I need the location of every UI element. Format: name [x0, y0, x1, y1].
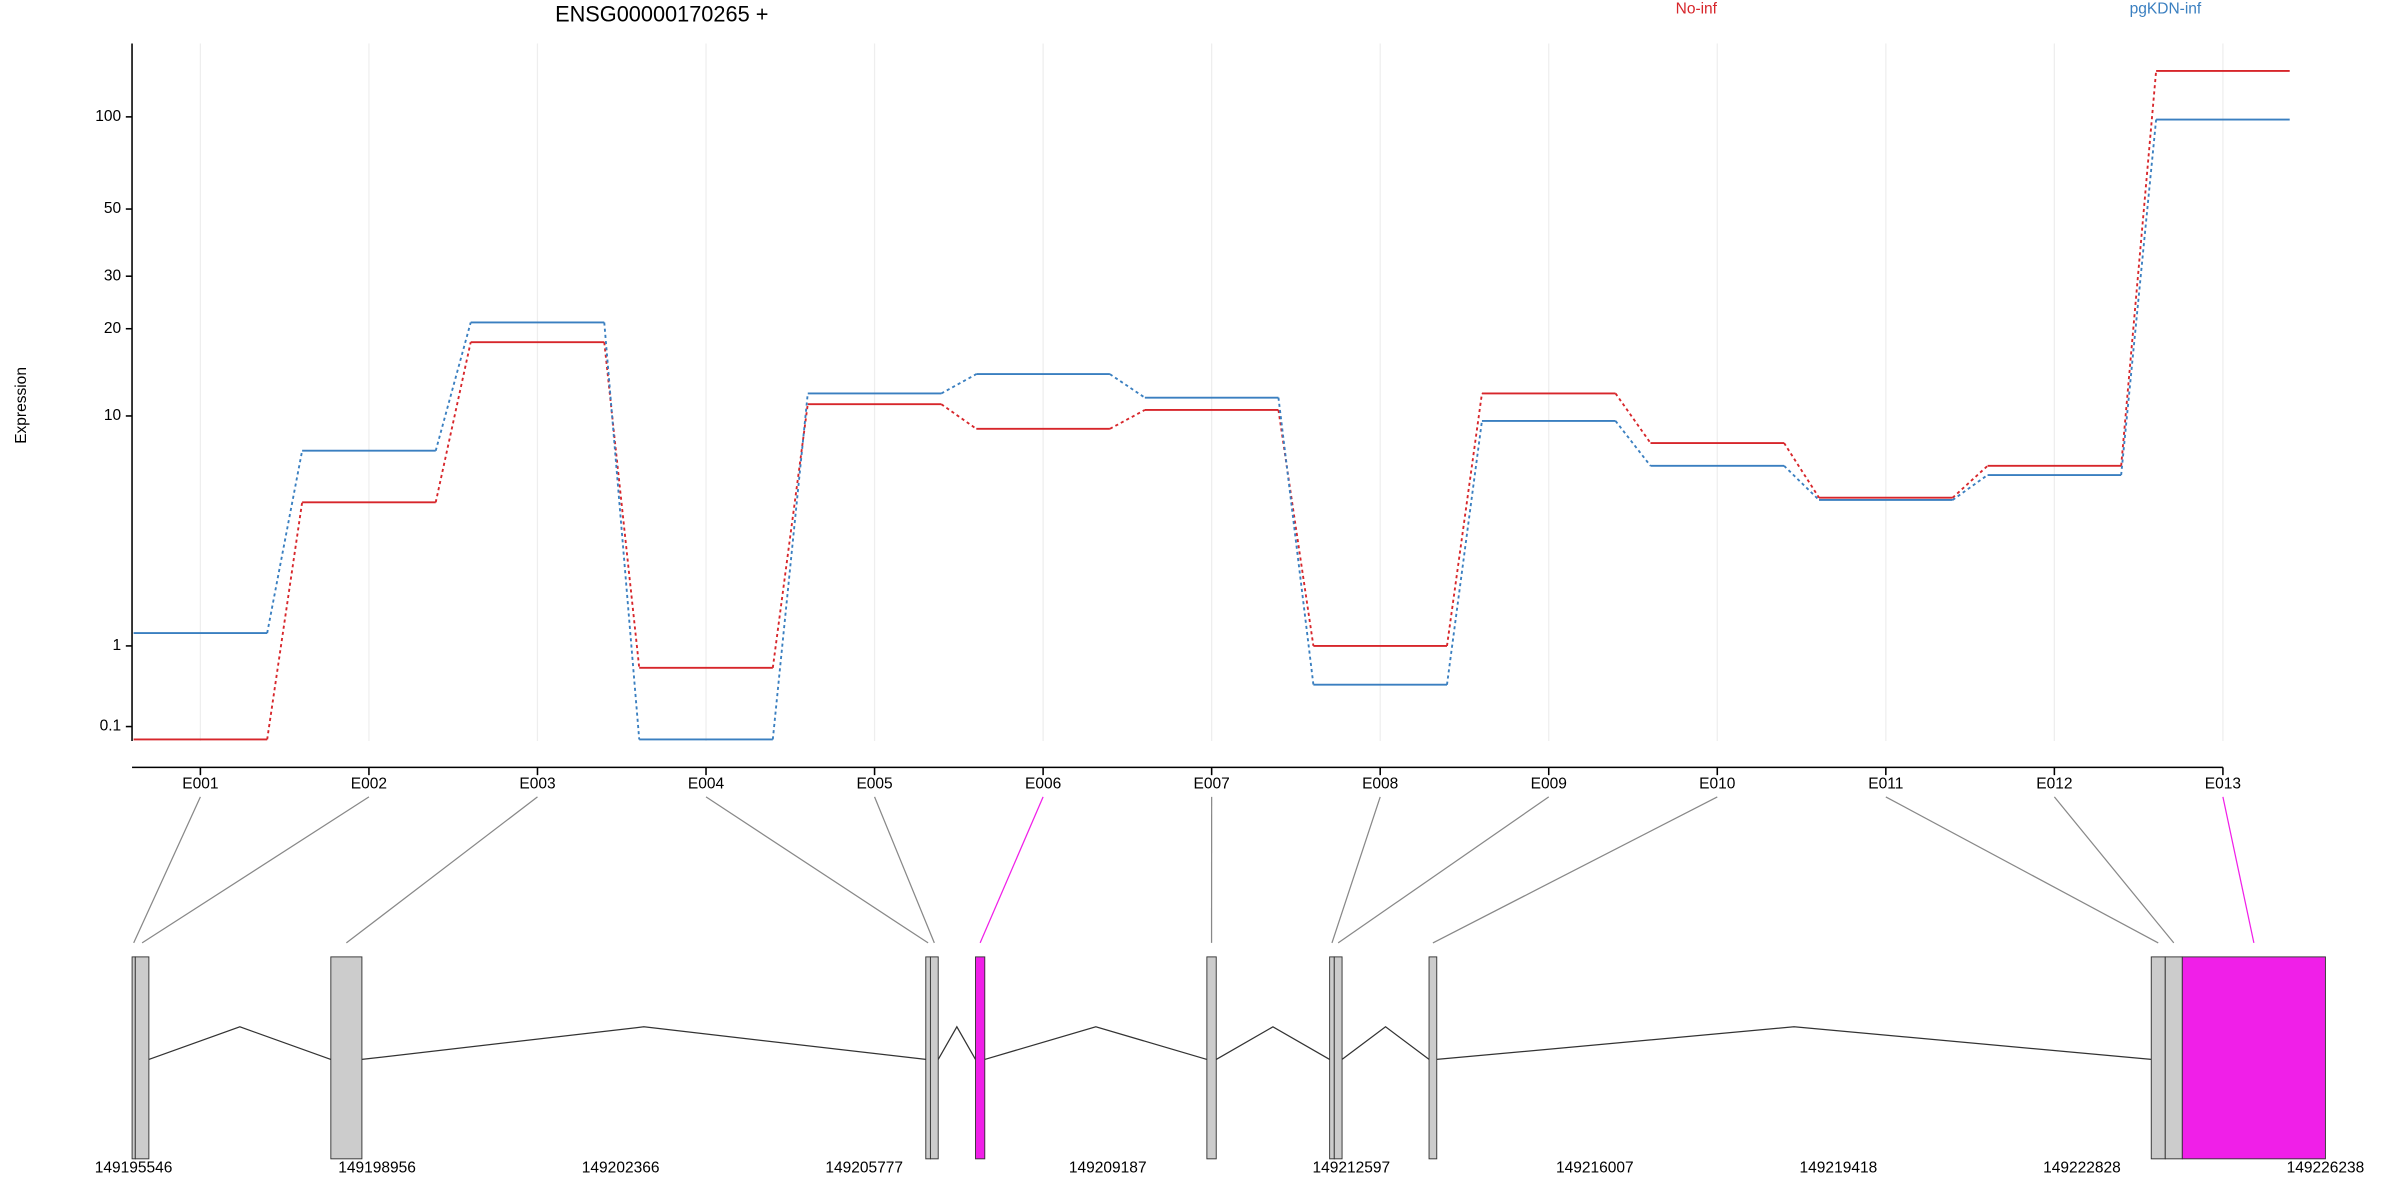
- exon-connector: [1331, 796, 1381, 944]
- step-connector: [1614, 392, 1652, 444]
- step-connector: [1952, 474, 1989, 501]
- step-connector: [940, 403, 977, 430]
- step-connector: [1783, 442, 1820, 499]
- genomic-tick-label: 149202366: [582, 1159, 660, 1176]
- exon: [1329, 956, 1335, 1160]
- step-connector: [940, 373, 977, 395]
- step-connector: [1446, 393, 1483, 647]
- exon-connector: [705, 796, 929, 944]
- x-tick-label: E011: [1868, 776, 1903, 793]
- step-connector: [603, 322, 641, 740]
- intron: [1215, 1026, 1330, 1060]
- step-connector: [1783, 465, 1820, 501]
- exon: [929, 956, 939, 1160]
- intron: [937, 1025, 977, 1060]
- exon: [2150, 956, 2166, 1160]
- step-connector: [2120, 70, 2158, 466]
- genomic-tick-label: 149222828: [2043, 1159, 2121, 1176]
- y-axis-label: Expression: [13, 367, 30, 444]
- x-tick-label: E008: [1362, 776, 1398, 793]
- genomic-tick-label: 149205777: [825, 1159, 903, 1176]
- exon-connector: [345, 796, 538, 944]
- exon-connector: [1432, 796, 1718, 944]
- step-connector: [1277, 409, 1315, 647]
- exon-connector: [141, 796, 370, 944]
- genomic-tick-label: 149216007: [1556, 1159, 1634, 1176]
- step-connector: [434, 342, 472, 503]
- step-connector: [434, 322, 472, 451]
- x-tick-label: E012: [2036, 776, 2072, 793]
- genomic-tick-label: 149198956: [338, 1159, 416, 1176]
- x-tick-label: E013: [2205, 776, 2241, 793]
- exon: [2181, 956, 2326, 1160]
- exon-connector: [133, 796, 201, 944]
- step-connector: [1951, 465, 1989, 499]
- exon: [330, 956, 363, 1160]
- exon-connector: [2053, 796, 2175, 944]
- x-tick-label: E005: [856, 776, 892, 793]
- step-connector: [603, 342, 641, 668]
- exon: [975, 956, 986, 1160]
- intron: [984, 1026, 1208, 1061]
- genomic-tick-label: 149226238: [2287, 1159, 2365, 1176]
- y-tick-label: 50: [104, 200, 122, 217]
- step-connector: [266, 502, 304, 740]
- y-tick-label: 0.1: [100, 718, 122, 735]
- exon: [134, 956, 150, 1160]
- step-connector: [1614, 420, 1652, 467]
- exon-connector: [2222, 796, 2255, 944]
- step-connector: [1446, 420, 1483, 685]
- y-tick-label: 20: [104, 320, 122, 337]
- legend-entry: pgKDN-inf: [2130, 0, 2202, 17]
- intron: [1436, 1026, 2152, 1061]
- x-tick-label: E003: [519, 776, 555, 793]
- y-tick-label: 100: [95, 108, 121, 125]
- y-tick-label: 1: [113, 637, 122, 654]
- x-tick-label: E002: [351, 776, 387, 793]
- x-tick-label: E007: [1194, 776, 1230, 793]
- x-tick-label: E006: [1025, 776, 1061, 793]
- exon: [925, 956, 931, 1160]
- genomic-tick-label: 149195546: [95, 1159, 173, 1176]
- genomic-tick-label: 149219418: [1800, 1159, 1878, 1176]
- step-connector: [1277, 397, 1315, 685]
- exon: [131, 956, 136, 1160]
- intron: [1341, 1026, 1430, 1060]
- step-connector: [2120, 119, 2158, 476]
- exon: [1333, 956, 1343, 1160]
- exon-connector: [1885, 796, 2159, 944]
- x-tick-label: E009: [1531, 776, 1567, 793]
- x-tick-label: E004: [688, 776, 725, 793]
- exon-connector: [1337, 796, 1550, 944]
- exon: [1428, 956, 1438, 1160]
- exon: [1206, 956, 1217, 1160]
- exon-connector: [873, 796, 935, 944]
- exon: [2164, 956, 2183, 1160]
- genomic-tick-label: 149209187: [1069, 1159, 1147, 1176]
- intron: [148, 1026, 332, 1061]
- y-tick-label: 10: [104, 407, 122, 424]
- genomic-tick-label: 149212597: [1312, 1159, 1390, 1176]
- step-connector: [771, 393, 809, 740]
- step-connector: [1109, 373, 1146, 399]
- chart-title: ENSG00000170265 +: [555, 1, 768, 26]
- x-tick-label: E010: [1699, 776, 1736, 793]
- x-tick-label: E001: [182, 776, 218, 793]
- exon-connector: [979, 796, 1044, 944]
- intron: [361, 1026, 926, 1061]
- legend-entry: No-inf: [1676, 0, 1718, 17]
- step-connector: [1109, 409, 1146, 430]
- y-tick-label: 30: [104, 267, 122, 284]
- step-connector: [771, 404, 809, 668]
